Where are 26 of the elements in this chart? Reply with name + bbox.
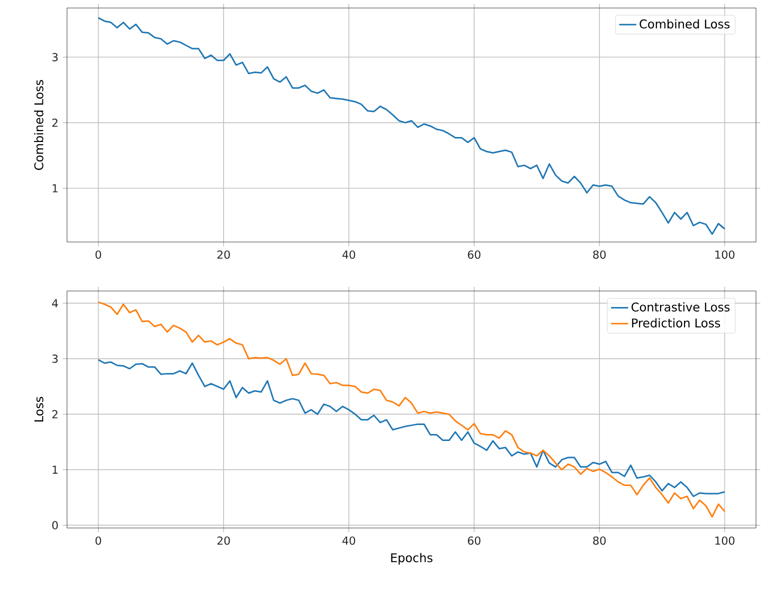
x-tick-label: 40 bbox=[342, 536, 356, 545]
x-tick-label: 80 bbox=[593, 536, 606, 545]
y-tick-label: 4 bbox=[52, 299, 58, 308]
y-tick-label: 3 bbox=[52, 53, 58, 62]
x-tick-label: 0 bbox=[96, 536, 102, 545]
legend-label: Prediction Loss bbox=[632, 318, 720, 328]
x-tick-label: 80 bbox=[593, 250, 606, 259]
legend-label: Combined Loss bbox=[640, 19, 730, 29]
x-tick-label: 60 bbox=[468, 536, 480, 545]
x-tick-label: 100 bbox=[715, 250, 734, 259]
legend-label: Contrastive Loss bbox=[632, 302, 730, 312]
y-tick-label: 1 bbox=[52, 184, 58, 192]
y-axis-title: Combined Loss bbox=[34, 80, 44, 170]
x-tick-label: 40 bbox=[342, 250, 356, 259]
x-tick-label: 20 bbox=[217, 536, 230, 545]
y-tick-label: 1 bbox=[52, 466, 58, 474]
x-tick-label: 100 bbox=[715, 536, 734, 545]
y-tick-label: 2 bbox=[52, 410, 58, 418]
y-tick-label: 2 bbox=[52, 118, 58, 127]
x-tick-label: 20 bbox=[217, 250, 230, 259]
x-tick-label: 0 bbox=[96, 250, 102, 259]
x-tick-label: 60 bbox=[468, 250, 480, 259]
y-tick-label: 0 bbox=[52, 521, 58, 530]
y-tick-label: 3 bbox=[52, 354, 58, 363]
y-axis-title: Loss bbox=[34, 396, 44, 422]
x-axis-title: Epochs bbox=[391, 552, 432, 565]
